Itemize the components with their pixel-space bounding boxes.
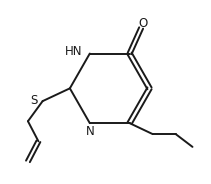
Text: N: N bbox=[85, 125, 94, 138]
Text: S: S bbox=[31, 94, 38, 107]
Text: O: O bbox=[139, 17, 148, 30]
Text: HN: HN bbox=[65, 45, 83, 58]
